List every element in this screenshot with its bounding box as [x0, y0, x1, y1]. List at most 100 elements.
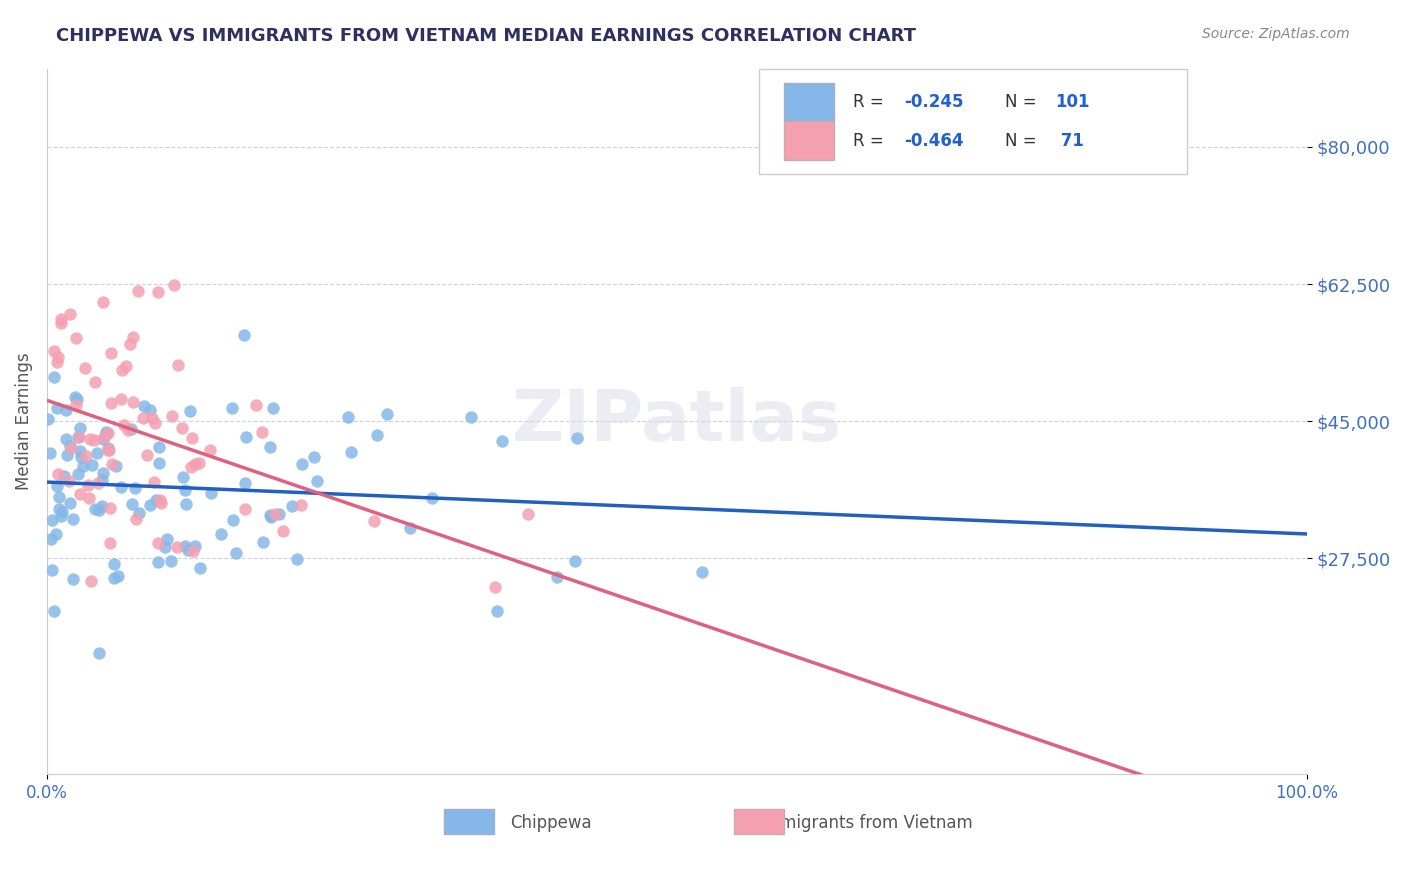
- Text: R =: R =: [853, 132, 890, 150]
- Point: [336, 410, 359, 425]
- Point: [124, 481, 146, 495]
- Point: [63, 390, 86, 404]
- Point: [172, 421, 194, 435]
- Point: [46, 467, 69, 481]
- Point: [97, 442, 120, 456]
- Point: [250, 425, 273, 439]
- Point: [51, 505, 73, 519]
- Point: [139, 402, 162, 417]
- Text: N =: N =: [1005, 93, 1042, 111]
- Text: CHIPPEWA VS IMMIGRANTS FROM VIETNAM MEDIAN EARNINGS CORRELATION CHART: CHIPPEWA VS IMMIGRANTS FROM VIETNAM MEDI…: [56, 27, 917, 45]
- Point: [179, 404, 201, 418]
- Point: [363, 514, 385, 528]
- Point: [121, 497, 143, 511]
- Point: [41, 563, 63, 577]
- Point: [366, 427, 388, 442]
- Point: [222, 513, 245, 527]
- Point: [252, 534, 274, 549]
- Point: [485, 604, 508, 618]
- Point: [79, 491, 101, 506]
- Point: [75, 360, 97, 375]
- Point: [200, 485, 222, 500]
- Point: [153, 540, 176, 554]
- Point: [59, 307, 82, 321]
- Point: [122, 395, 145, 409]
- Point: [285, 551, 308, 566]
- Point: [100, 396, 122, 410]
- Point: [181, 430, 204, 444]
- Point: [290, 498, 312, 512]
- Point: [115, 359, 138, 374]
- Point: [62, 512, 84, 526]
- Point: [460, 409, 482, 424]
- Point: [66, 392, 89, 407]
- FancyBboxPatch shape: [759, 69, 1187, 174]
- Point: [271, 524, 294, 538]
- Point: [62, 572, 84, 586]
- Point: [516, 507, 538, 521]
- Text: -0.245: -0.245: [904, 93, 963, 111]
- Point: [42, 604, 65, 618]
- Point: [66, 467, 89, 482]
- Point: [67, 430, 90, 444]
- Point: [135, 448, 157, 462]
- Point: [291, 457, 314, 471]
- Point: [93, 295, 115, 310]
- Point: [65, 331, 87, 345]
- Point: [39, 532, 62, 546]
- Point: [111, 363, 134, 377]
- Point: [146, 285, 169, 299]
- Point: [103, 571, 125, 585]
- Point: [491, 434, 513, 449]
- Point: [69, 443, 91, 458]
- Point: [45, 401, 67, 416]
- Point: [118, 336, 141, 351]
- Point: [125, 511, 148, 525]
- Point: [72, 458, 94, 473]
- Point: [200, 442, 222, 457]
- Text: 71: 71: [1054, 132, 1084, 150]
- Point: [245, 398, 267, 412]
- Point: [166, 540, 188, 554]
- Point: [97, 443, 120, 458]
- Point: [166, 358, 188, 372]
- Point: [69, 450, 91, 465]
- Point: [132, 411, 155, 425]
- Point: [83, 375, 105, 389]
- Point: [59, 496, 82, 510]
- Point: [235, 430, 257, 444]
- Point: [110, 392, 132, 407]
- Point: [281, 500, 304, 514]
- Point: [75, 450, 97, 464]
- Point: [235, 502, 257, 516]
- Point: [93, 432, 115, 446]
- Point: [302, 450, 325, 464]
- Point: [149, 493, 172, 508]
- Point: [45, 355, 67, 369]
- Point: [546, 569, 568, 583]
- Point: [100, 346, 122, 360]
- Point: [160, 554, 183, 568]
- Point: [83, 502, 105, 516]
- Point: [155, 532, 177, 546]
- Text: 101: 101: [1054, 93, 1090, 111]
- Point: [173, 539, 195, 553]
- Point: [77, 478, 100, 492]
- Point: [86, 446, 108, 460]
- Point: [90, 473, 112, 487]
- Point: [87, 502, 110, 516]
- Text: R =: R =: [853, 93, 890, 111]
- Point: [148, 441, 170, 455]
- Point: [190, 561, 212, 575]
- Point: [96, 425, 118, 439]
- Point: [97, 425, 120, 440]
- Point: [65, 399, 87, 413]
- Point: [264, 507, 287, 521]
- Bar: [734, 809, 785, 834]
- Point: [422, 491, 444, 506]
- Point: [93, 430, 115, 444]
- Text: Immigrants from Vietnam: Immigrants from Vietnam: [759, 814, 973, 832]
- Point: [41, 513, 63, 527]
- Point: [80, 574, 103, 589]
- Point: [259, 508, 281, 523]
